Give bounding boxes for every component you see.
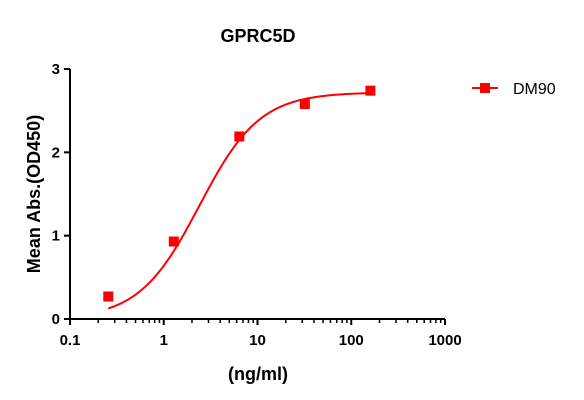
y-tick-label: 3 [52,61,60,78]
y-tick-label: 0 [52,311,60,328]
data-point [168,236,179,247]
data-point [234,131,245,142]
y-tick-label: 2 [52,144,60,161]
axes: 0 1 2 3 0.1 1 10 100 1000 [52,61,462,349]
y-axis-title: Mean Abs.(OD450) [24,115,44,273]
legend-label: DM90 [513,81,556,98]
data-point [103,291,114,302]
y-ticks: 0 1 2 3 [52,61,70,328]
x-ticks: 0.1 1 10 100 1000 [60,319,462,349]
data-points [103,85,376,302]
x-tick-label: 1000 [428,332,461,349]
chart-title: GPRC5D [220,26,295,46]
data-point [299,99,310,109]
data-point [365,85,376,96]
y-tick-label: 1 [52,228,60,245]
x-axis-title: (ng/ml) [228,364,288,384]
x-tick-label: 1 [160,332,168,349]
legend-marker [480,83,490,93]
fit-curve [107,92,371,310]
plot-area [103,85,376,310]
legend: DM90 [472,81,556,98]
x-tick-label: 10 [249,332,266,349]
x-tick-label: 100 [339,332,364,349]
x-tick-label: 0.1 [60,332,81,349]
